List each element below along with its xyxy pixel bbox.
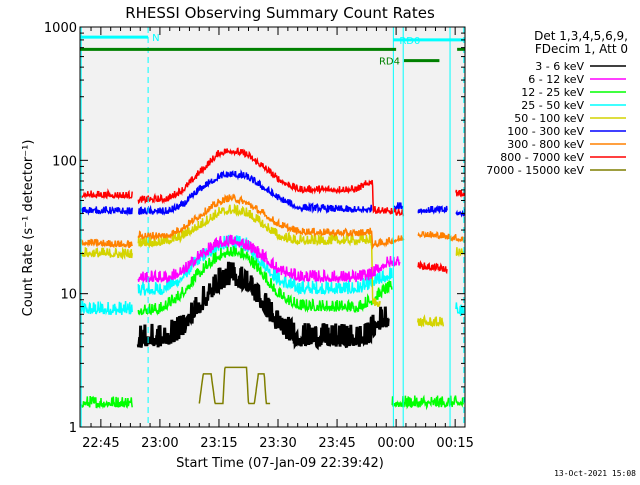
- series-line: [455, 208, 466, 218]
- series-1: [136, 261, 390, 351]
- legend-header-line: FDecim 1, Att 0: [535, 42, 628, 56]
- legend-label: 300 - 800 keV: [507, 138, 584, 151]
- series-line: [137, 234, 393, 296]
- series-line: [417, 314, 445, 329]
- x-tick-label: 23:45: [318, 436, 355, 451]
- series-6: [80, 169, 466, 218]
- x-tick-label: 23:15: [200, 436, 237, 451]
- series-line: [137, 203, 381, 308]
- series-line: [80, 246, 133, 261]
- footer-timestamp: 13-Oct-2021 15:08: [554, 469, 636, 478]
- legend-label: 6 - 12 keV: [528, 73, 584, 86]
- y-tick-label: 1: [69, 421, 77, 436]
- plot-background: [80, 27, 465, 427]
- series-9: [198, 366, 271, 405]
- legend-label: 50 - 100 keV: [514, 112, 584, 125]
- series-3: [80, 246, 466, 411]
- series-line: [137, 169, 373, 216]
- series-line: [80, 188, 133, 200]
- legend-label: 800 - 7000 keV: [500, 151, 584, 164]
- series-line: [80, 238, 133, 249]
- x-tick-label: 22:45: [82, 436, 119, 451]
- series-line: [137, 193, 405, 251]
- series-line: [80, 205, 133, 217]
- x-tick-label: 00:00: [377, 436, 414, 451]
- series-2: [137, 234, 401, 284]
- series-8: [80, 147, 466, 275]
- series-line: [137, 147, 405, 217]
- series-line: [137, 246, 393, 316]
- x-tick-label: 00:15: [436, 436, 473, 451]
- x-tick-label: 23:30: [259, 436, 296, 451]
- axes: 1 10 100 1000 22:45 23:00 23:15 23:30 23:45 00:00…: [44, 21, 474, 451]
- legend-label: 12 - 25 keV: [521, 86, 584, 99]
- flag-label: RD4: [379, 57, 400, 68]
- series-line: [80, 395, 133, 410]
- series-line: [136, 261, 390, 351]
- plot-frame: [79, 26, 466, 428]
- series-line: [393, 202, 404, 210]
- series-line: [417, 230, 466, 243]
- y-axis-label: Count Rate (s⁻¹ detector⁻¹): [21, 140, 36, 317]
- series-line: [80, 300, 133, 316]
- flag-label: RD0: [399, 36, 420, 47]
- legend-label: 25 - 50 keV: [521, 99, 584, 112]
- y-tick-label: 1000: [44, 21, 77, 36]
- series-line: [417, 259, 448, 275]
- series-line: [391, 394, 466, 411]
- legend-label: 100 - 300 keV: [507, 125, 584, 138]
- series-7: [80, 193, 466, 251]
- legend-label: 7000 - 15000 keV: [486, 164, 584, 177]
- legend: Det 1,3,4,5,6,9, FDecim 1, Att 0 3 - 6 k…: [486, 29, 628, 177]
- legend-label: 3 - 6 keV: [535, 60, 584, 73]
- y-tick-label: 100: [52, 154, 77, 169]
- series-line: [137, 234, 401, 284]
- x-tick-label: 23:00: [141, 436, 178, 451]
- y-tick-label: 10: [60, 288, 77, 303]
- series-line: [417, 205, 448, 216]
- chart-title: RHESSI Observing Summary Count Rates: [125, 4, 435, 22]
- flag-label: N: [152, 33, 159, 44]
- plot-area: N RD0 RD4: [80, 27, 466, 427]
- x-axis-label: Start Time (07-Jan-09 22:39:42): [176, 456, 384, 471]
- series-line: [455, 189, 466, 198]
- series-line: [198, 366, 271, 405]
- legend-header-line: Det 1,3,4,5,6,9,: [534, 29, 628, 43]
